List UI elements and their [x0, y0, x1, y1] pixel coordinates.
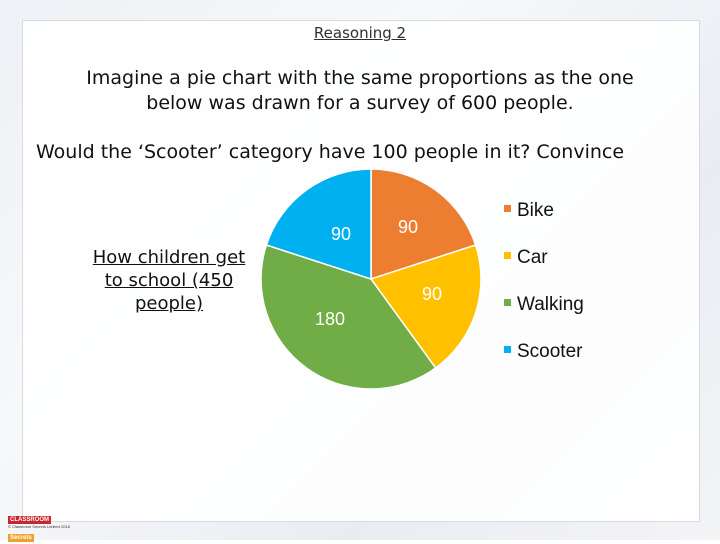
legend-swatch-walking	[504, 299, 511, 307]
question-main: Would the ‘Scooter’ category have 100 pe…	[36, 141, 625, 163]
chart-caption: How children get to school (450 people)	[92, 247, 246, 314]
logo-part-2: Secrets	[8, 534, 34, 542]
legend-item-car: Car	[504, 247, 548, 269]
data-label-scooter: 90	[331, 224, 351, 244]
legend-item-walking: Walking	[504, 294, 584, 316]
slide-title: Reasoning 2	[313, 24, 407, 42]
pie-slice-scooter	[265, 168, 372, 281]
data-label-walking: 180	[315, 309, 345, 329]
legend-swatch-bike	[504, 205, 511, 213]
pie-slice-car	[369, 244, 482, 370]
pie-slice-bike	[370, 168, 477, 281]
legend-label-car: Car	[517, 247, 548, 268]
prompt-text: Imagine a pie chart with the same propor…	[86, 67, 634, 114]
data-label-car: 90	[422, 284, 442, 304]
legend-item-scooter: Scooter	[504, 341, 582, 363]
legend-label-walking: Walking	[517, 294, 584, 315]
legend-item-bike: Bike	[504, 200, 554, 222]
legend-label-bike: Bike	[517, 200, 554, 221]
legend-swatch-scooter	[504, 346, 511, 354]
logo-part-1: CLASSROOM	[8, 516, 51, 524]
data-label-bike: 90	[398, 217, 418, 237]
classroom-secrets-logo: CLASSROOM Secrets	[8, 508, 68, 542]
copyright-text: © Classroom Secrets Limited 2018	[8, 524, 70, 529]
legend-swatch-car	[504, 252, 511, 260]
pie-slice-walking	[260, 244, 437, 390]
legend-label-scooter: Scooter	[517, 341, 583, 362]
